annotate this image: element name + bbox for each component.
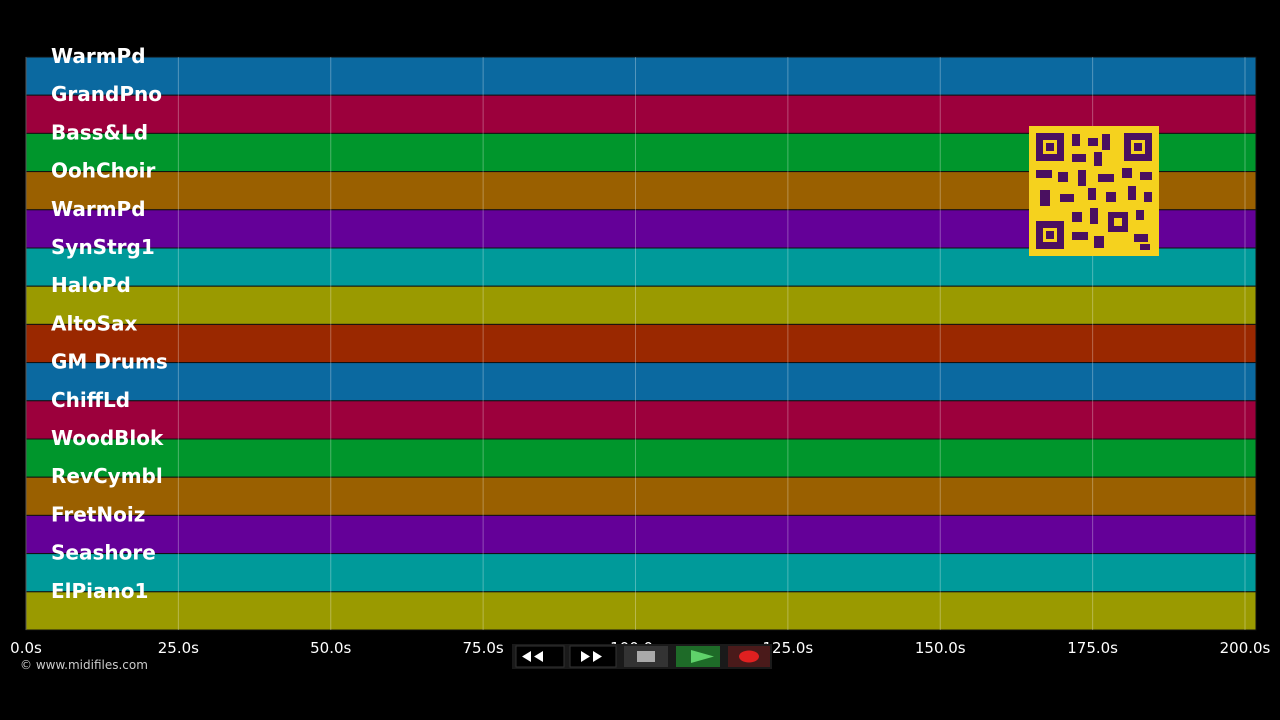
- track-lane: [25, 400, 1257, 440]
- grid: [25, 57, 1246, 630]
- track-name: RevCymbl: [51, 464, 163, 488]
- track-name: GrandPno: [51, 82, 162, 106]
- copyright: © www.midifiles.com: [20, 658, 148, 672]
- track-name: WarmPd: [51, 197, 146, 221]
- track-name: GM Drums: [51, 350, 168, 374]
- track-lane: [25, 553, 1257, 593]
- track-lane: [25, 285, 1257, 325]
- track-lane: [25, 476, 1257, 516]
- track-name: Bass&Ld: [51, 120, 148, 144]
- time-tick-label: 125.0s: [762, 639, 813, 657]
- track-name: FretNoiz: [51, 502, 145, 526]
- track-lane: [25, 438, 1257, 478]
- time-tick-label: 25.0s: [158, 639, 199, 657]
- play-button[interactable]: [676, 646, 720, 667]
- time-tick-label: 0.0s: [10, 639, 42, 657]
- stop-button[interactable]: [624, 646, 668, 667]
- record-button[interactable]: [728, 646, 770, 667]
- rewind-button[interactable]: [515, 645, 565, 668]
- track-labels: WarmPd GrandPno Bass&Ld OohChoir WarmPd SynSt…: [51, 44, 168, 603]
- track-name: SynStrg1: [51, 235, 155, 259]
- track-name: Seashore: [51, 541, 156, 565]
- track-lane: [25, 514, 1257, 555]
- track-lane: [25, 323, 1257, 364]
- time-tick-label: 50.0s: [310, 639, 351, 657]
- time-tick-label: 150.0s: [915, 639, 966, 657]
- time-tick-label: 75.0s: [463, 639, 504, 657]
- track-name: HaloPd: [51, 273, 131, 297]
- track-name: AltoSax: [51, 311, 138, 335]
- transport-controls: [512, 644, 772, 669]
- track-name: WarmPd: [51, 44, 146, 68]
- track-name: ChiffLd: [51, 388, 130, 412]
- track-lane: [25, 56, 1257, 96]
- track-name: ElPiano1: [51, 579, 148, 603]
- track-name: WoodBlok: [51, 426, 164, 450]
- forward-button[interactable]: [569, 645, 617, 668]
- track-lane: [25, 362, 1257, 402]
- track-lane: [25, 591, 1257, 631]
- qr-code: [1029, 126, 1159, 256]
- track-name: OohChoir: [51, 159, 155, 183]
- time-tick-label: 175.0s: [1067, 639, 1118, 657]
- time-tick-label: 200.0s: [1220, 639, 1271, 657]
